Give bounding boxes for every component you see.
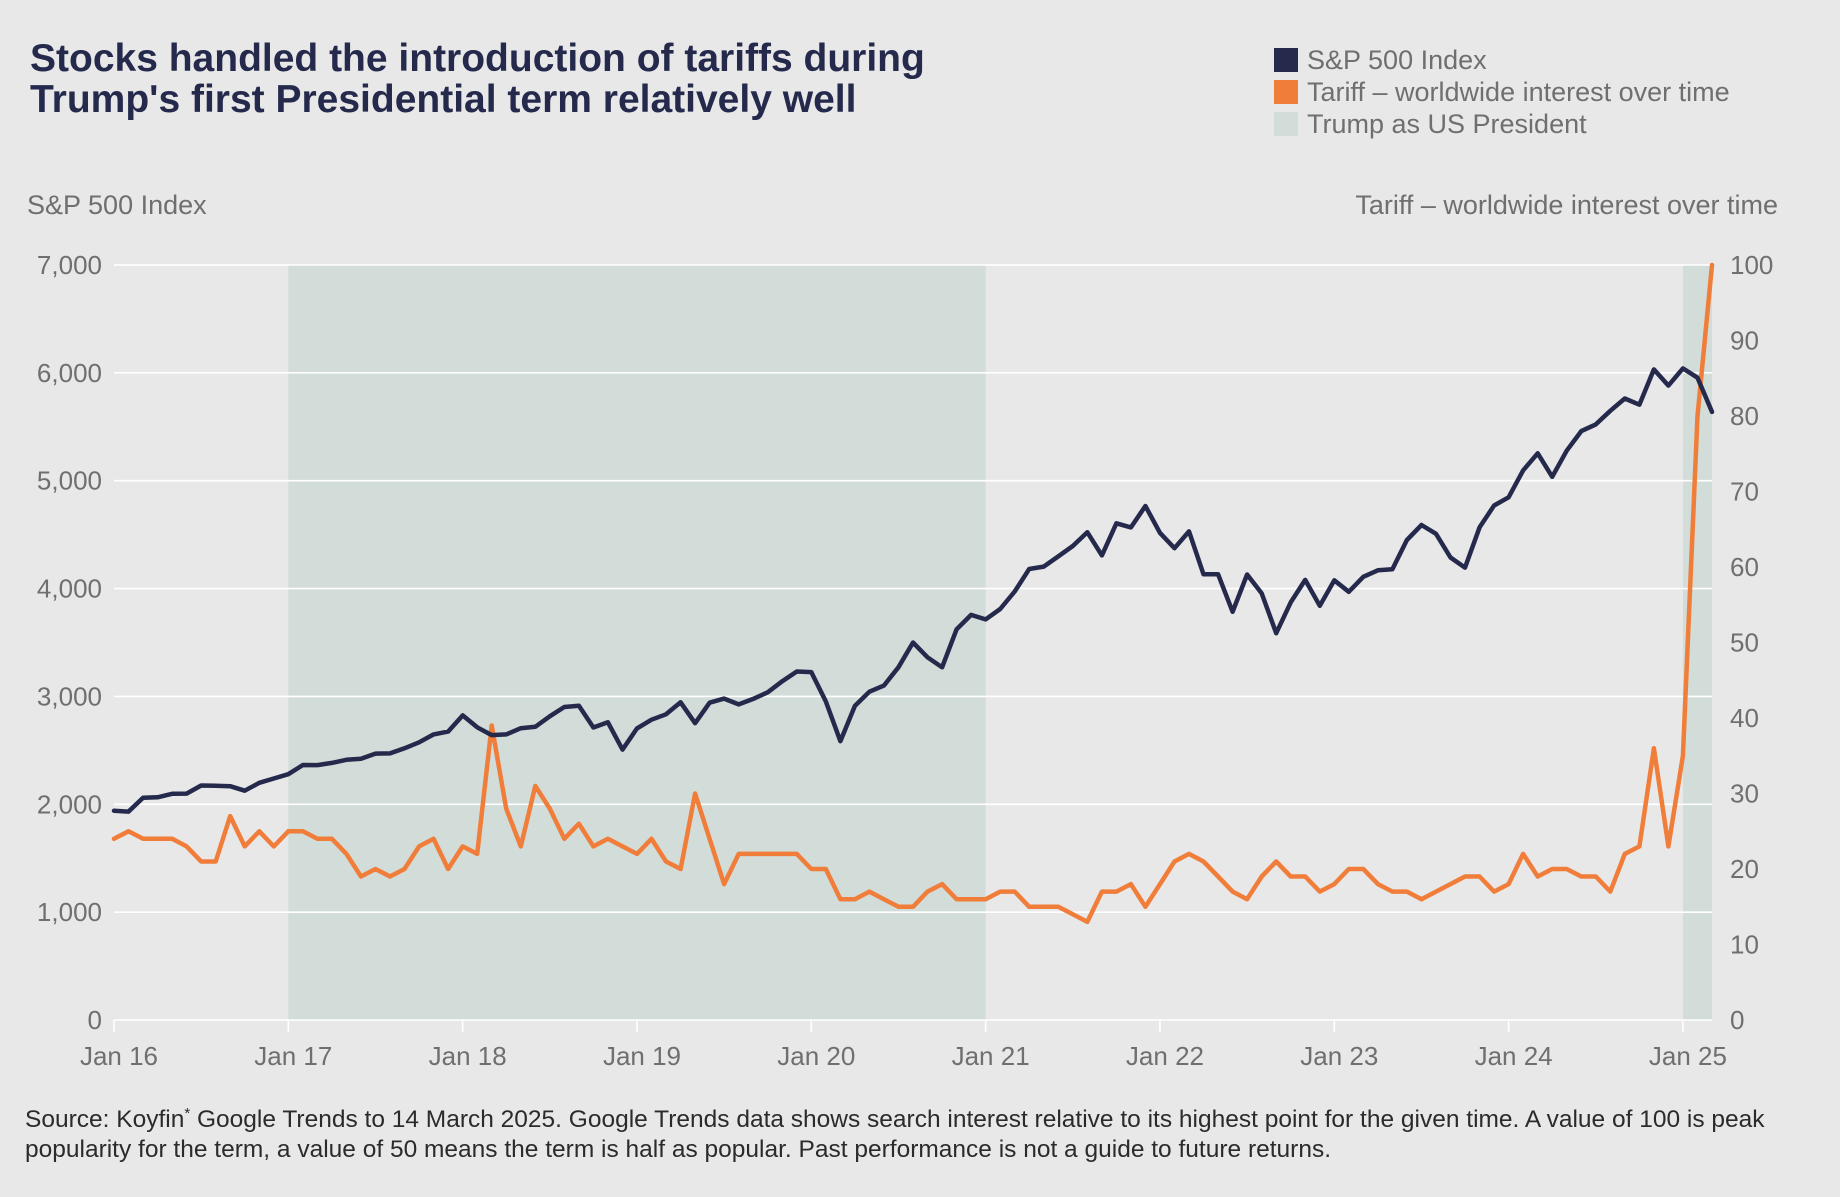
x-tick-label: Jan 16: [80, 1041, 158, 1071]
left-tick-label: 4,000: [37, 574, 102, 604]
source-text-1: Source: Koyfin: [25, 1106, 185, 1134]
right-tick-label: 20: [1730, 854, 1759, 884]
x-tick-label: Jan 23: [1300, 1041, 1378, 1071]
left-tick-label: 5,000: [37, 466, 102, 496]
legend-item-sp500: S&P 500 Index: [1274, 44, 1730, 76]
right-tick-label: 90: [1730, 326, 1759, 356]
source-footnote-marker: *: [184, 1105, 191, 1122]
x-tick-label: Jan 20: [777, 1041, 855, 1071]
legend-label-sp500: S&P 500 Index: [1307, 44, 1487, 75]
x-tick-label: Jan 21: [952, 1041, 1030, 1071]
x-tick-label: Jan 18: [429, 1041, 507, 1071]
right-tick-label: 100: [1730, 250, 1773, 280]
right-tick-label: 10: [1730, 930, 1759, 960]
x-tick-label: Jan 19: [603, 1041, 681, 1071]
legend-label-president: Trump as US President: [1307, 108, 1587, 139]
legend-label-tariff: Tariff – worldwide interest over time: [1307, 76, 1730, 107]
right-tick-label: 0: [1730, 1005, 1744, 1035]
left-tick-label: 1,000: [37, 897, 102, 927]
left-tick-label: 0: [88, 1005, 102, 1035]
right-tick-label: 50: [1730, 628, 1759, 658]
left-tick-label: 7,000: [37, 250, 102, 280]
x-tick-label: Jan 17: [254, 1041, 332, 1071]
right-tick-label: 30: [1730, 779, 1759, 809]
legend: S&P 500 Index Tariff – worldwide interes…: [1274, 44, 1730, 140]
left-axis-title: S&P 500 Index: [27, 190, 207, 220]
x-tick-label: Jan 24: [1475, 1041, 1553, 1071]
left-tick-label: 6,000: [37, 358, 102, 388]
right-axis-title: Tariff – worldwide interest over time: [1355, 190, 1778, 220]
president-shade-1: [288, 265, 986, 1020]
legend-swatch-sp500: [1274, 48, 1298, 72]
x-tick-label: Jan 22: [1126, 1041, 1204, 1071]
source-note: Source: Koyfin* Google Trends to 14 Marc…: [25, 1099, 1825, 1165]
legend-swatch-tariff: [1274, 80, 1298, 104]
right-tick-label: 60: [1730, 552, 1759, 582]
legend-swatch-president: [1274, 112, 1298, 136]
x-tick-label: Jan 25: [1649, 1041, 1727, 1071]
left-tick-label: 3,000: [37, 681, 102, 711]
source-text-2: Google Trends to 14 March 2025. Google T…: [25, 1106, 1765, 1164]
sp500-line: [111, 366, 1715, 814]
legend-item-president: Trump as US President: [1274, 108, 1730, 140]
right-tick-label: 70: [1730, 477, 1759, 507]
left-tick-label: 2,000: [37, 789, 102, 819]
chart-title: Stocks handled the introduction of tarif…: [30, 37, 925, 121]
tariff-interest-line: [111, 262, 1715, 925]
right-tick-label: 40: [1730, 703, 1759, 733]
legend-item-tariff: Tariff – worldwide interest over time: [1274, 76, 1730, 108]
right-tick-label: 80: [1730, 401, 1759, 431]
